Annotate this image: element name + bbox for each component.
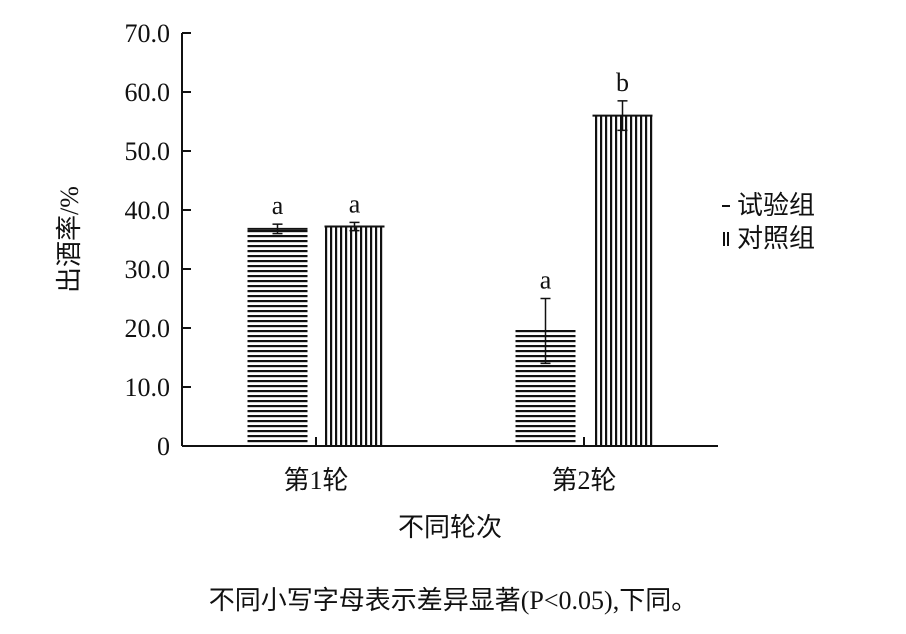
figure-caption: 不同小写字母表示差异显著(P<0.05),下同。	[209, 586, 697, 615]
bars	[247, 114, 653, 446]
bar	[324, 226, 385, 446]
x-tick-label: 第1轮	[283, 466, 348, 495]
legend-item: 对照组	[723, 224, 815, 253]
y-axis-title: 出酒率/%	[55, 186, 84, 293]
significance-labels: a a a b	[272, 68, 629, 295]
y-tick-label: 10.0	[125, 373, 171, 402]
y-tick-label: 40.0	[125, 196, 171, 225]
x-axis-ticks: 第1轮 第2轮	[283, 437, 617, 495]
legend-label: 试验组	[737, 191, 815, 220]
error-bar	[617, 100, 628, 132]
significance-letter: a	[349, 189, 361, 218]
y-tick-label: 20.0	[125, 314, 171, 343]
legend-item: 试验组	[722, 191, 815, 220]
significance-letter: b	[616, 68, 629, 97]
error-bar	[540, 297, 551, 365]
error-bars	[272, 100, 628, 365]
y-tick-label: 70.0	[125, 19, 171, 48]
bar	[247, 228, 308, 446]
x-tick-label: 第2轮	[551, 466, 616, 495]
legend-label: 对照组	[737, 224, 815, 253]
error-bar	[349, 221, 360, 232]
bar	[592, 115, 653, 446]
significance-letter: a	[272, 191, 284, 220]
y-axis-ticks: 0 10.0 20.0 30.0 40.0 50.0 60.0 70.0	[125, 19, 191, 461]
significance-letter: a	[540, 266, 552, 295]
y-tick-label: 50.0	[125, 137, 171, 166]
y-tick-label: 30.0	[125, 255, 171, 284]
legend-swatch	[723, 232, 729, 246]
x-axis-title: 不同轮次	[398, 513, 502, 542]
y-tick-label: 60.0	[125, 78, 171, 107]
y-tick-label: 0	[157, 432, 170, 461]
error-bar	[272, 223, 283, 235]
